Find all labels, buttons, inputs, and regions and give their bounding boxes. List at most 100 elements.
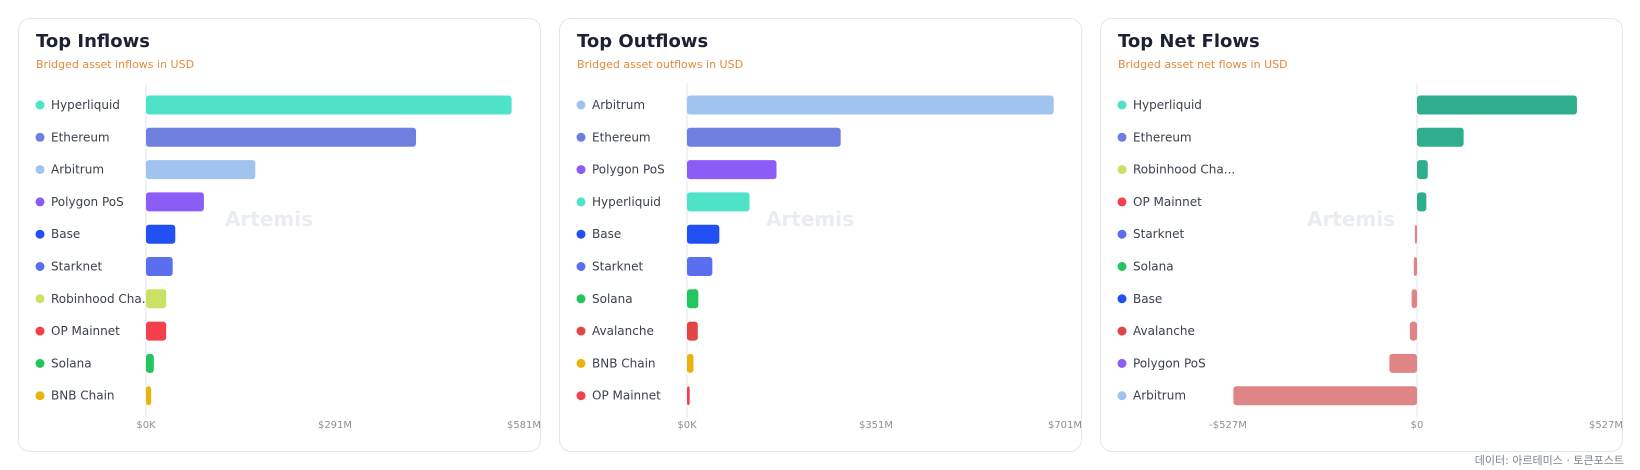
netflows-bar[interactable]: [1417, 95, 1577, 115]
inflows-category-label: BNB Chain: [51, 389, 115, 403]
outflows-bar[interactable]: [687, 289, 699, 309]
inflows-bar[interactable]: [146, 192, 204, 212]
inflows-bar[interactable]: [146, 386, 152, 406]
inflows-legend-dot: [35, 262, 45, 271]
netflows-bar[interactable]: [1411, 289, 1417, 309]
inflows-legend-dot: [35, 132, 45, 142]
outflows-category-label: Avalanche: [592, 324, 654, 338]
netflows-legend-dot: [1117, 229, 1127, 239]
netflows-bar[interactable]: [1417, 192, 1427, 212]
netflows-card: Top Net Flows Bridged asset net flows in…: [1100, 18, 1623, 452]
inflows-category-label: Solana: [51, 356, 92, 370]
netflows-category-label: Robinhood Cha...: [1133, 163, 1235, 177]
netflows-watermark: Artemis: [1307, 207, 1395, 231]
inflows-category-label: Ethereum: [51, 130, 110, 144]
outflows-legend-dot: [576, 229, 586, 239]
outflows-card: Top Outflows Bridged asset outflows in U…: [559, 18, 1082, 452]
outflows-chart: Artemis Arbitrum Ethereum Polygon PoS Hyperl…: [576, 83, 1082, 431]
outflows-legend-dot: [576, 165, 586, 175]
netflows-legend-dot: [1117, 262, 1127, 271]
netflows-chart: Artemis Hyperliquid Ethereum Robinhood Cha.…: [1117, 83, 1623, 431]
inflows-category-label: Starknet: [51, 260, 103, 274]
inflows-tick-label: $291M: [318, 420, 352, 431]
inflows-bar[interactable]: [146, 160, 256, 180]
netflows-legend-dot: [1117, 197, 1127, 207]
outflows-bar[interactable]: [687, 224, 720, 244]
outflows-category-label: OP Mainnet: [592, 389, 661, 403]
inflows-legend-dot: [35, 229, 45, 239]
outflows-bar[interactable]: [687, 321, 698, 341]
netflows-category-label: Base: [1133, 292, 1162, 306]
inflows-bar[interactable]: [146, 127, 416, 147]
outflows-tick-label: $0K: [677, 420, 697, 431]
outflows-bar[interactable]: [687, 160, 777, 180]
outflows-category-label: BNB Chain: [592, 356, 656, 370]
outflows-bar[interactable]: [687, 127, 841, 147]
netflows-tick-label: $0: [1411, 420, 1424, 431]
netflows-bar[interactable]: [1389, 353, 1417, 373]
inflows-bar[interactable]: [146, 289, 167, 309]
outflows-category-label: Ethereum: [592, 130, 651, 144]
inflows-category-label: Polygon PoS: [51, 195, 124, 209]
outflows-bar[interactable]: [687, 353, 694, 373]
inflows-legend-dot: [35, 100, 45, 110]
netflows-category-label: OP Mainnet: [1133, 195, 1202, 209]
netflows-legend-dot: [1117, 391, 1127, 401]
netflows-tick-label: $527M: [1589, 420, 1623, 431]
outflows-category-label: Starknet: [592, 260, 644, 274]
netflows-bar[interactable]: [1417, 127, 1464, 147]
inflows-bar[interactable]: [146, 257, 173, 276]
inflows-subtitle: Bridged asset inflows in USD: [36, 58, 195, 71]
netflows-category-label: Polygon PoS: [1133, 356, 1206, 370]
netflows-bar[interactable]: [1233, 386, 1417, 406]
netflows-bar[interactable]: [1413, 257, 1417, 276]
outflows-category-label: Polygon PoS: [592, 163, 665, 177]
netflows-category-label: Hyperliquid: [1133, 98, 1202, 112]
outflows-legend-dot: [576, 132, 586, 142]
outflows-bar[interactable]: [687, 192, 750, 212]
inflows-bar[interactable]: [146, 224, 176, 244]
inflows-bar[interactable]: [146, 321, 167, 341]
netflows-category-label: Solana: [1133, 260, 1174, 274]
outflows-legend-dot: [576, 197, 586, 207]
inflows-category-label: Hyperliquid: [51, 98, 120, 112]
inflows-category-label: Arbitrum: [51, 163, 104, 177]
outflows-bar[interactable]: [687, 386, 690, 406]
outflows-tick-label: $351M: [859, 420, 893, 431]
netflows-bar[interactable]: [1414, 224, 1417, 244]
outflows-legend-dot: [576, 100, 586, 110]
netflows-subtitle: Bridged asset net flows in USD: [1118, 58, 1288, 71]
netflows-legend-dot: [1117, 294, 1127, 304]
inflows-category-label: Base: [51, 227, 80, 241]
outflows-legend-dot: [576, 294, 586, 304]
netflows-legend-dot: [1117, 132, 1127, 142]
inflows-legend-dot: [35, 197, 45, 207]
netflows-category-label: Arbitrum: [1133, 389, 1186, 403]
outflows-title: Top Outflows: [577, 31, 709, 52]
inflows-legend-dot: [35, 326, 45, 336]
inflows-watermark: Artemis: [225, 207, 313, 231]
source-footer: 데이터: 아르테미스 · 토큰포스트: [1474, 454, 1624, 467]
netflows-legend-dot: [1117, 358, 1127, 368]
outflows-bar[interactable]: [687, 95, 1054, 115]
inflows-bar[interactable]: [146, 95, 512, 115]
outflows-legend-dot: [576, 391, 586, 401]
outflows-category-label: Solana: [592, 292, 633, 306]
inflows-chart: Artemis Hyperliquid Ethereum Arbitrum Polygo…: [35, 83, 541, 431]
netflows-category-label: Starknet: [1133, 227, 1185, 241]
netflows-bar[interactable]: [1417, 160, 1428, 180]
netflows-bar[interactable]: [1409, 321, 1417, 341]
outflows-category-label: Base: [592, 227, 621, 241]
outflows-bar[interactable]: [687, 257, 713, 276]
outflows-legend-dot: [576, 262, 586, 271]
netflows-legend-dot: [1117, 100, 1127, 110]
outflows-watermark: Artemis: [766, 207, 854, 231]
inflows-card: Top Inflows Bridged asset inflows in USD…: [18, 18, 541, 452]
outflows-legend-dot: [576, 358, 586, 368]
netflows-legend-dot: [1117, 165, 1127, 175]
inflows-legend-dot: [35, 358, 45, 368]
inflows-category-label: OP Mainnet: [51, 324, 120, 338]
inflows-bar[interactable]: [146, 353, 154, 373]
inflows-tick-label: $0K: [136, 420, 156, 431]
netflows-tick-label: -$527M: [1209, 420, 1247, 431]
